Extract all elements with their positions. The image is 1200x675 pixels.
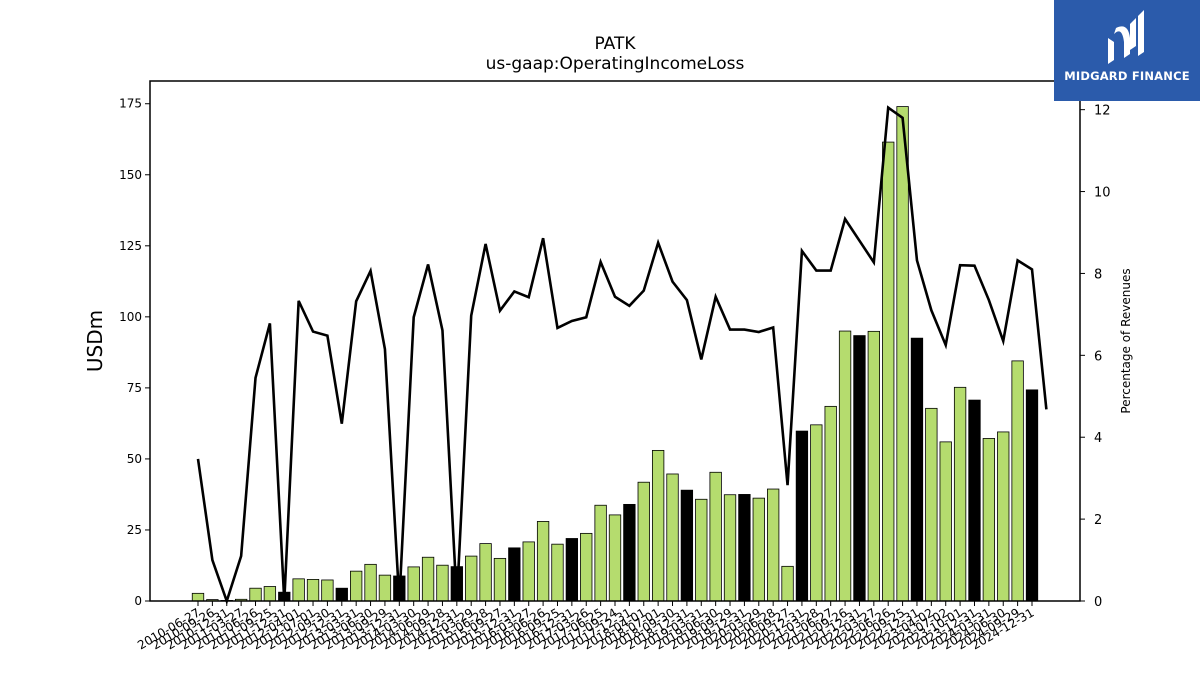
y-tick-label-right: 0 [1094,595,1102,610]
bar-2016-06-26 [536,521,550,602]
y-axis-label-right: Percentage of Revenues [1119,268,1133,413]
bar-2023-07-02 [939,441,952,602]
chart-subtitle: us-gaap:OperatingIncomeLoss [486,54,745,74]
y-axis-label-left: USDm [83,310,107,372]
bar-2013-03-31 [350,570,363,602]
bar-2010-06-27 [191,592,205,602]
bar-2012-07-01 [306,579,320,602]
bar-2014-06-29 [421,556,435,602]
bar-2020-06-28 [767,488,780,602]
bar-2012-04-01 [292,578,305,602]
y-axis-left: 0 25 50 75 100 125 150 175 [119,97,150,608]
y-tick-label-left: 0 [134,594,142,608]
bar-2017-09-24 [608,514,622,602]
bar-2024-06-30 [997,431,1010,602]
y-tick-label-right: 2 [1094,513,1102,528]
bar-2018-07-01 [651,449,665,602]
y-tick-label-left: 75 [127,381,142,395]
y-tick-label-left: 175 [119,97,142,111]
bar-2020-03-29 [752,497,765,602]
bar-2022-06-26 [882,141,895,602]
bar-2018-12-31 [680,489,694,602]
y-tick-label-left: 150 [119,168,142,182]
bar-2013-06-30 [364,563,377,602]
bar-2015-09-27 [493,557,507,602]
y-tick-label-left: 125 [119,239,142,253]
midgard-logo-icon [1108,10,1144,64]
bar-2011-09-25 [263,586,277,602]
midgard-finance-logo: MIDGARD FINANCE [1054,0,1200,101]
bar-2019-12-31 [738,494,751,602]
bar-2018-09-30 [666,473,679,602]
bar-2014-03-30 [407,566,420,602]
bar-2013-09-29 [378,574,392,602]
y-tick-label-left: 100 [119,310,142,324]
y-tick-label-left: 25 [127,523,142,537]
y-tick-label-right: 8 [1094,267,1102,282]
x-axis: 2010-06-272010-09-262010-12-312011-03-27… [135,601,1037,652]
bar-2021-12-31 [853,335,866,602]
y-axis-right: 0 2 4 6 8 10 12 [1080,104,1111,610]
bar-2020-12-31 [795,430,809,602]
bar-2024-03-31 [982,438,996,602]
bar-2011-06-26 [249,587,262,602]
bar-2019-03-31 [695,498,708,602]
y-tick-label-right: 10 [1094,186,1111,201]
bar-2017-03-26 [580,532,593,602]
bar-2024-09-29 [1011,360,1024,602]
logo-text: MIDGARD FINANCE [1064,69,1190,83]
percentage-line [196,105,1048,606]
bar-2017-12-31 [623,503,636,602]
bar-2017-06-25 [594,504,607,602]
bar-2023-12-31 [968,399,981,602]
bar-2012-12-31 [335,587,348,602]
line-layer [196,105,1048,606]
bar-2024-12-31 [1025,389,1039,602]
y-tick-label-right: 12 [1094,104,1111,119]
bar-2021-09-26 [838,330,852,602]
bar-2021-03-28 [810,424,823,602]
bars-layer [191,106,1039,602]
bar-2014-09-28 [436,564,449,602]
bar-2015-06-28 [479,543,492,602]
bar-2019-06-30 [709,471,722,602]
y-tick-label-left: 50 [127,452,142,466]
bar-2012-09-30 [321,579,334,602]
bar-2021-06-27 [824,405,837,602]
chart-title: PATK [594,34,636,54]
bar-2022-09-25 [896,106,909,602]
bar-2018-04-01 [637,481,650,602]
bar-2022-12-31 [910,337,924,602]
bar-2015-12-31 [508,547,521,602]
bar-2023-10-01 [953,386,967,602]
y-tick-label-right: 4 [1094,431,1102,446]
bar-2016-09-25 [551,543,564,602]
bar-2022-03-27 [867,330,880,602]
y-tick-label-right: 6 [1094,349,1102,364]
bar-2016-03-27 [522,541,535,602]
bar-2015-03-29 [465,555,478,602]
bar-2016-12-31 [565,538,579,602]
bar-2020-09-27 [781,565,794,602]
bar-2019-09-29 [723,494,737,602]
bar-2023-04-02 [925,407,938,602]
